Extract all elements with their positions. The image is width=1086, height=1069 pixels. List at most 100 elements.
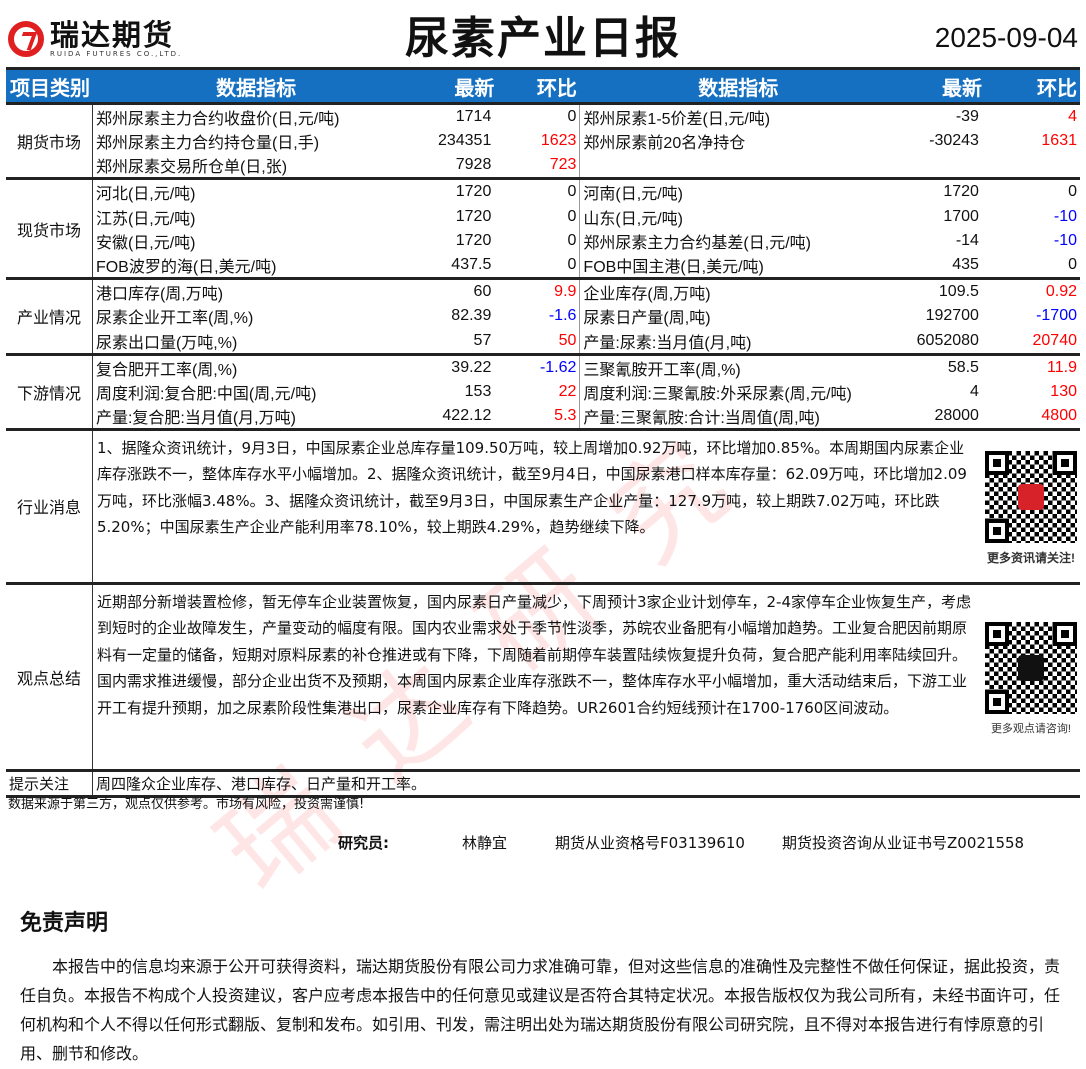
indicator-name: 郑州尿素前20名净持仓 — [583, 135, 746, 153]
indicator-name: 周度利润:复合肥:中国(周,元/吨) — [95, 385, 317, 403]
table-row: 江苏(日,元/吨) 1720 0 山东(日,元/吨) 1700 -10 — [6, 204, 1080, 229]
latest-value: -30243 — [929, 132, 979, 150]
change-value: 20740 — [1032, 331, 1078, 349]
tips-text: 周四隆众企业库存、港口库存、日产量和开工率。 — [92, 768, 1080, 797]
table-row: 产量:复合肥:当月值(月,万吨) 422.12 5.3 产量:三聚氰胺:合计:当周值(… — [6, 403, 1080, 430]
company-logo: 瑞达期货 RUIDA FUTURES CO.,LTD. — [8, 20, 182, 58]
latest-value: 58.5 — [896, 352, 982, 380]
latest-value — [897, 153, 982, 179]
table-row: 尿素企业开工率(周,%) 82.39 -1.6 尿素日产量(周,吨) 192700 -17… — [6, 304, 1080, 329]
indicator-name — [580, 153, 897, 179]
change-value: 9.9 — [494, 277, 581, 305]
wechat-qr-icon — [984, 621, 1077, 714]
view-label: 观点总结 — [6, 581, 93, 771]
latest-value: 1714 — [419, 102, 495, 129]
report-date: 2025-09-04 — [934, 22, 1078, 53]
latest-value: 1700 — [943, 207, 979, 225]
change-value: 1623 — [494, 129, 581, 154]
latest-value: 39.22 — [419, 352, 495, 380]
researcher-name: 林静宜 — [462, 834, 508, 852]
change-value: 11.9 — [981, 352, 1080, 380]
view-text: 近期部分新增装置检修，暂无停车企业装置恢复，国内尿素日产量减少，下周预计3家企业… — [92, 581, 982, 771]
change-value: 0 — [494, 102, 581, 129]
change-value: -1700 — [1036, 307, 1077, 325]
category-label: 期货市场 — [6, 101, 93, 179]
change-value: 0 — [494, 204, 581, 229]
view-row: 观点总结 近期部分新增装置检修，暂无停车企业装置恢复，国内尿素日产量减少，下周预… — [6, 581, 1080, 771]
indicator-name: 江苏(日,元/吨) — [95, 210, 196, 228]
table-row: 安徽(日,元/吨) 1720 0 郑州尿素主力合约基差(日,元/吨) -14 -10 — [6, 228, 1080, 254]
latest-value: 4 — [970, 382, 979, 400]
table-row: FOB波罗的海(日,美元/吨) 437.5 0 FOB中国主港(日,美元/吨) 435 0 — [6, 253, 1080, 279]
change-value: 0.92 — [981, 277, 1080, 305]
indicator-name: 尿素出口量(万吨,%) — [95, 334, 238, 352]
researcher-label: 研究员: — [338, 834, 389, 852]
data-table: 项目类别 数据指标 最新 环比 数据指标 最新 环比 期货市场 郑州尿素主力合约收… — [6, 67, 1080, 798]
disclaimer-text: 本报告中的信息均来源于公开可获得资料，瑞达期货股份有限公司力求准确可靠，但对这些… — [20, 957, 1061, 1063]
table-row: 产业情况 港口库存(周,万吨) 60 9.9 企业库存(周,万吨) 109.5 0.92 — [6, 277, 1080, 355]
indicator-name: 郑州尿素主力合约基差(日,元/吨) — [583, 234, 811, 252]
change-value: 723 — [494, 153, 581, 179]
indicator-name: 河北(日,元/吨) — [92, 177, 420, 205]
researcher-consult-id: 期货投资咨询从业证书号Z0021558 — [782, 834, 1025, 852]
change-value — [982, 153, 1080, 179]
change-value: 1631 — [1041, 132, 1077, 150]
table-row: 郑州尿素交易所仓单(日,张) 7928 723 — [6, 153, 1080, 179]
indicator-name: 产量:三聚氰胺:合计:当周值(周,吨) — [583, 409, 820, 427]
news-label: 行业消息 — [6, 427, 93, 584]
table-row: 期货市场 郑州尿素主力合约收盘价(日,元/吨) 1714 0 郑州尿素1-5价差(日,元… — [6, 101, 1080, 179]
indicator-name: 郑州尿素主力合约收盘价(日,元/吨) — [92, 102, 420, 129]
consult-qr: 更多观点请咨询! — [981, 581, 1080, 771]
change-value: 130 — [1050, 382, 1077, 400]
latest-value: 192700 — [925, 307, 979, 325]
latest-value: 1720 — [419, 177, 495, 205]
category-label: 产业情况 — [6, 277, 93, 355]
disclaimer-title: 免责声明 — [20, 911, 109, 936]
category-label: 下游情况 — [6, 352, 93, 430]
footnote: 数据来源于第三方，观点仅供参考。市场有风险，投资需谨慎! — [8, 797, 365, 812]
indicator-name: 产量:尿素:当月值(月,吨) — [583, 334, 752, 352]
latest-value: 234351 — [437, 132, 492, 150]
latest-value: 422.12 — [442, 406, 492, 424]
change-value: 0 — [981, 177, 1080, 205]
change-value: 22 — [494, 379, 581, 404]
indicator-name: 郑州尿素1-5价差(日,元/吨) — [579, 102, 897, 129]
change-value: 0 — [494, 228, 581, 254]
latest-value: 60 — [419, 277, 495, 305]
change-value: -1.62 — [494, 352, 581, 380]
table-row: 周度利润:复合肥:中国(周,元/吨) 153 22 周度利润:三聚氰胺:外采尿素(周,… — [6, 379, 1080, 404]
col-change-2: 环比 — [981, 67, 1080, 104]
change-value: 4 — [981, 102, 1080, 129]
latest-value: 435 — [952, 256, 979, 274]
col-indicator-2: 数据指标 — [579, 67, 897, 104]
table-row: 下游情况 复合肥开工率(周,%) 39.22 -1.62 三聚氰胺开工率(周,%) 58.… — [6, 352, 1080, 430]
change-value: 5.3 — [494, 403, 581, 430]
indicator-name: FOB波罗的海(日,美元/吨) — [95, 259, 277, 277]
col-indicator: 数据指标 — [92, 67, 420, 104]
tips-row: 提示关注 周四隆众企业库存、港口库存、日产量和开工率。 — [6, 768, 1080, 797]
table-row: 尿素出口量(万吨,%) 57 50 产量:尿素:当月值(月,吨) 6052080 2074… — [6, 328, 1080, 355]
change-value: -1.6 — [494, 304, 581, 329]
latest-value: 82.39 — [451, 307, 492, 325]
change-value: 50 — [494, 328, 581, 355]
latest-value: 7928 — [455, 156, 492, 174]
indicator-name: 复合肥开工率(周,%) — [92, 352, 420, 380]
latest-value: 28000 — [934, 406, 979, 424]
col-latest: 最新 — [419, 67, 495, 104]
category-label: 现货市场 — [6, 177, 93, 279]
latest-value: -14 — [955, 231, 979, 249]
change-value: 0 — [1068, 256, 1077, 274]
logo-icon — [8, 21, 44, 57]
researcher-qualification: 期货从业资格号F03139610 — [555, 834, 745, 852]
latest-value: 1720 — [896, 177, 982, 205]
change-value: -10 — [1053, 231, 1077, 249]
indicator-name: 郑州尿素交易所仓单(日,张) — [95, 159, 288, 177]
latest-value: 437.5 — [451, 256, 492, 274]
follow-qr: 更多资讯请关注! — [981, 427, 1080, 584]
latest-value: -39 — [896, 102, 982, 129]
qr-caption: 更多资讯请关注! — [986, 550, 1075, 565]
col-latest-2: 最新 — [896, 67, 982, 104]
indicator-name: 三聚氰胺开工率(周,%) — [579, 352, 897, 380]
table-header-row: 项目类别 数据指标 最新 环比 数据指标 最新 环比 — [6, 67, 1080, 104]
table-row: 现货市场 河北(日,元/吨) 1720 0 河南(日,元/吨) 1720 0 — [6, 177, 1080, 279]
